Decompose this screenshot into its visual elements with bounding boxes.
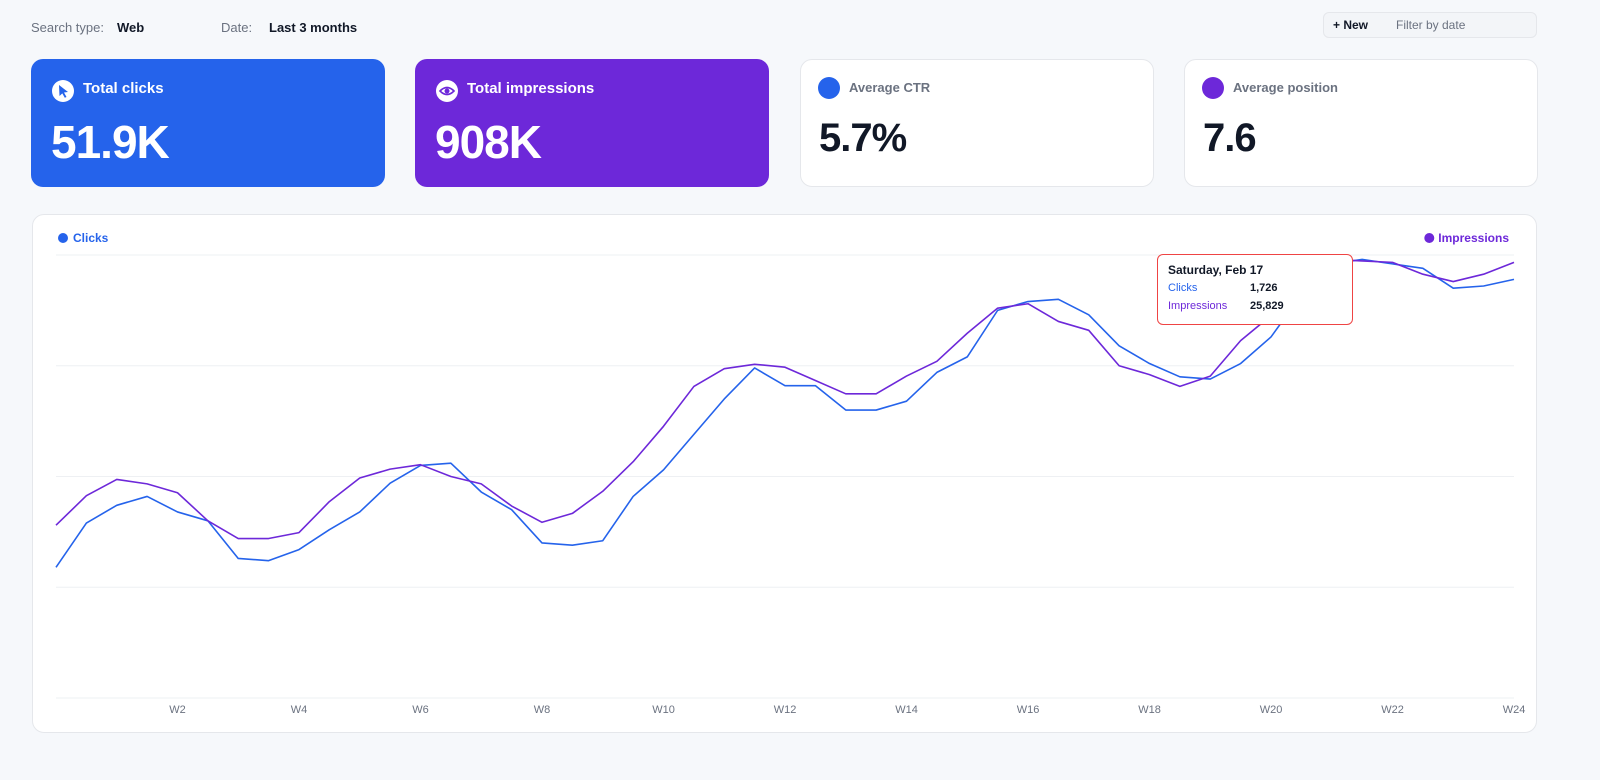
tooltip-value: 1,726 xyxy=(1250,282,1278,294)
card-dot xyxy=(1202,77,1224,99)
legend-label: Clicks xyxy=(73,231,109,245)
eye-icon xyxy=(436,80,458,102)
x-tick-label: W16 xyxy=(1017,704,1040,716)
series-line xyxy=(55,258,1515,568)
date-filter-input[interactable]: Filter by date xyxy=(1396,18,1466,32)
card-title: Total impressions xyxy=(467,80,595,97)
metric-card[interactable]: Total impressions 908K xyxy=(415,59,769,187)
x-tick-label: W14 xyxy=(895,704,918,716)
tooltip: Saturday, Feb 17 Clicks 1,726 Impression… xyxy=(1157,254,1353,325)
x-tick-label: W8 xyxy=(534,704,551,716)
filter-value[interactable]: Web xyxy=(117,20,145,35)
tooltip-value: 25,829 xyxy=(1250,300,1284,312)
new-button[interactable]: + New xyxy=(1333,18,1369,32)
card-title: Average position xyxy=(1233,80,1338,95)
card-title: Average CTR xyxy=(849,80,931,95)
legend-marker xyxy=(58,233,68,243)
metric-card[interactable]: Total clicks 51.9K xyxy=(31,59,385,187)
x-tick-label: W18 xyxy=(1138,704,1161,716)
legend-marker xyxy=(1424,233,1435,243)
metric-card[interactable]: Average CTR 5.7% xyxy=(800,59,1154,187)
metric-card[interactable]: Average position 7.6 xyxy=(1184,59,1538,187)
filter-value[interactable]: Last 3 months xyxy=(269,20,358,35)
x-tick-label: W2 xyxy=(169,704,186,716)
cursor-icon xyxy=(52,80,74,102)
x-tick-label: W6 xyxy=(412,704,429,716)
card-title: Total clicks xyxy=(83,80,164,97)
toolbar: + New Filter by date xyxy=(1323,12,1537,38)
x-tick-label: W12 xyxy=(774,704,797,716)
tooltip-label: Impressions xyxy=(1168,300,1228,312)
card-dot xyxy=(818,77,840,99)
x-tick-label: W10 xyxy=(652,704,675,716)
x-tick-label: W24 xyxy=(1503,704,1526,716)
tooltip-title: Saturday, Feb 17 xyxy=(1168,263,1264,277)
x-tick-label: W4 xyxy=(291,704,308,716)
filter-label: Date: xyxy=(221,20,253,35)
x-tick-label: W22 xyxy=(1381,704,1404,716)
card-value: 5.7% xyxy=(819,116,907,160)
card-value: 7.6 xyxy=(1203,116,1257,160)
filter-label: Search type: xyxy=(31,20,104,35)
x-tick-label: W20 xyxy=(1260,704,1283,716)
legend-label: Impressions xyxy=(1438,231,1509,245)
card-value: 51.9K xyxy=(51,116,170,168)
tooltip-label: Clicks xyxy=(1168,282,1198,294)
card-value: 908K xyxy=(435,116,542,168)
